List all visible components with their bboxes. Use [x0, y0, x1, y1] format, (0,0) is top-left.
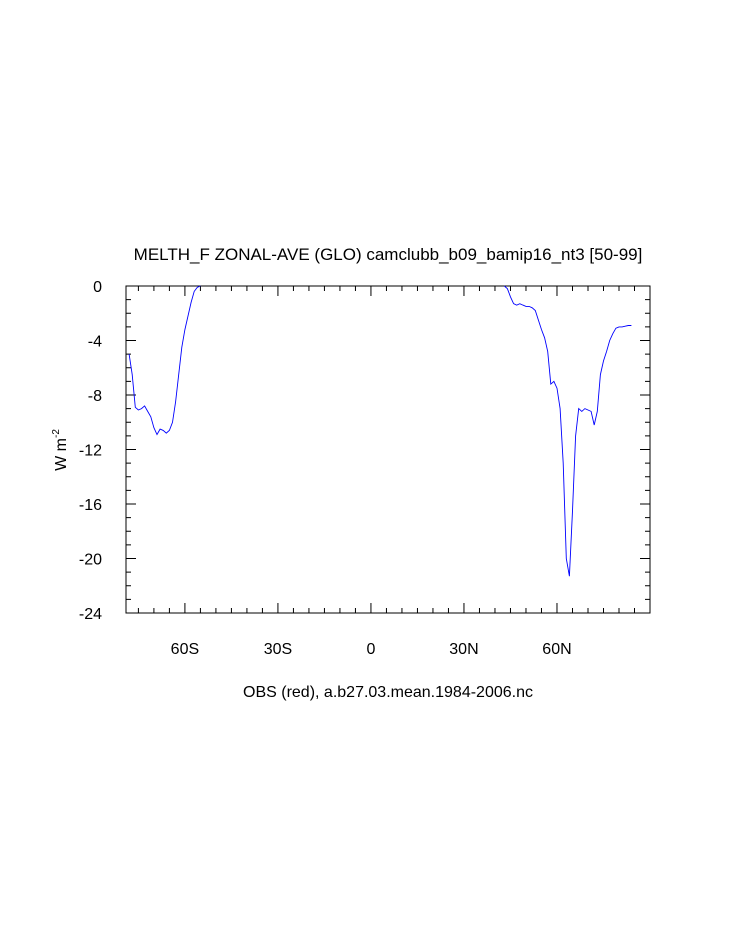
y-axis-label-sup: -2: [51, 429, 62, 438]
y-tick-label: -4: [88, 334, 102, 351]
x-tick-label: 30S: [264, 641, 292, 658]
series-line: [128, 285, 632, 577]
y-tick-label: -24: [79, 606, 102, 623]
y-tick-label: -20: [79, 552, 102, 569]
y-tick-label: -8: [88, 388, 102, 405]
y-axis-label-main: W m: [53, 438, 70, 471]
y-tick-label: 0: [93, 279, 102, 296]
x-tick-label: 60N: [542, 641, 571, 658]
y-axis-label: W m-2: [51, 429, 70, 471]
x-tick-label: 30N: [449, 641, 478, 658]
series-layer: [128, 285, 632, 577]
x-tick-label: 60S: [171, 641, 199, 658]
tick-labels: 60S 30S 0 30N 60N 0 -4 -8 -12 -16 -20 -24: [79, 279, 572, 658]
y-tick-label: -12: [79, 443, 102, 460]
plot-frame: [125, 285, 651, 614]
x-axis-caption: OBS (red), a.b27.03.mean.1984-2006.nc: [243, 684, 533, 701]
axis-ticks: [126, 285, 650, 614]
y-tick-label: -16: [79, 497, 102, 514]
x-tick-label: 0: [366, 641, 375, 658]
chart-title: MELTH_F ZONAL-AVE (GLO) camclubb_b09_bam…: [134, 245, 643, 264]
